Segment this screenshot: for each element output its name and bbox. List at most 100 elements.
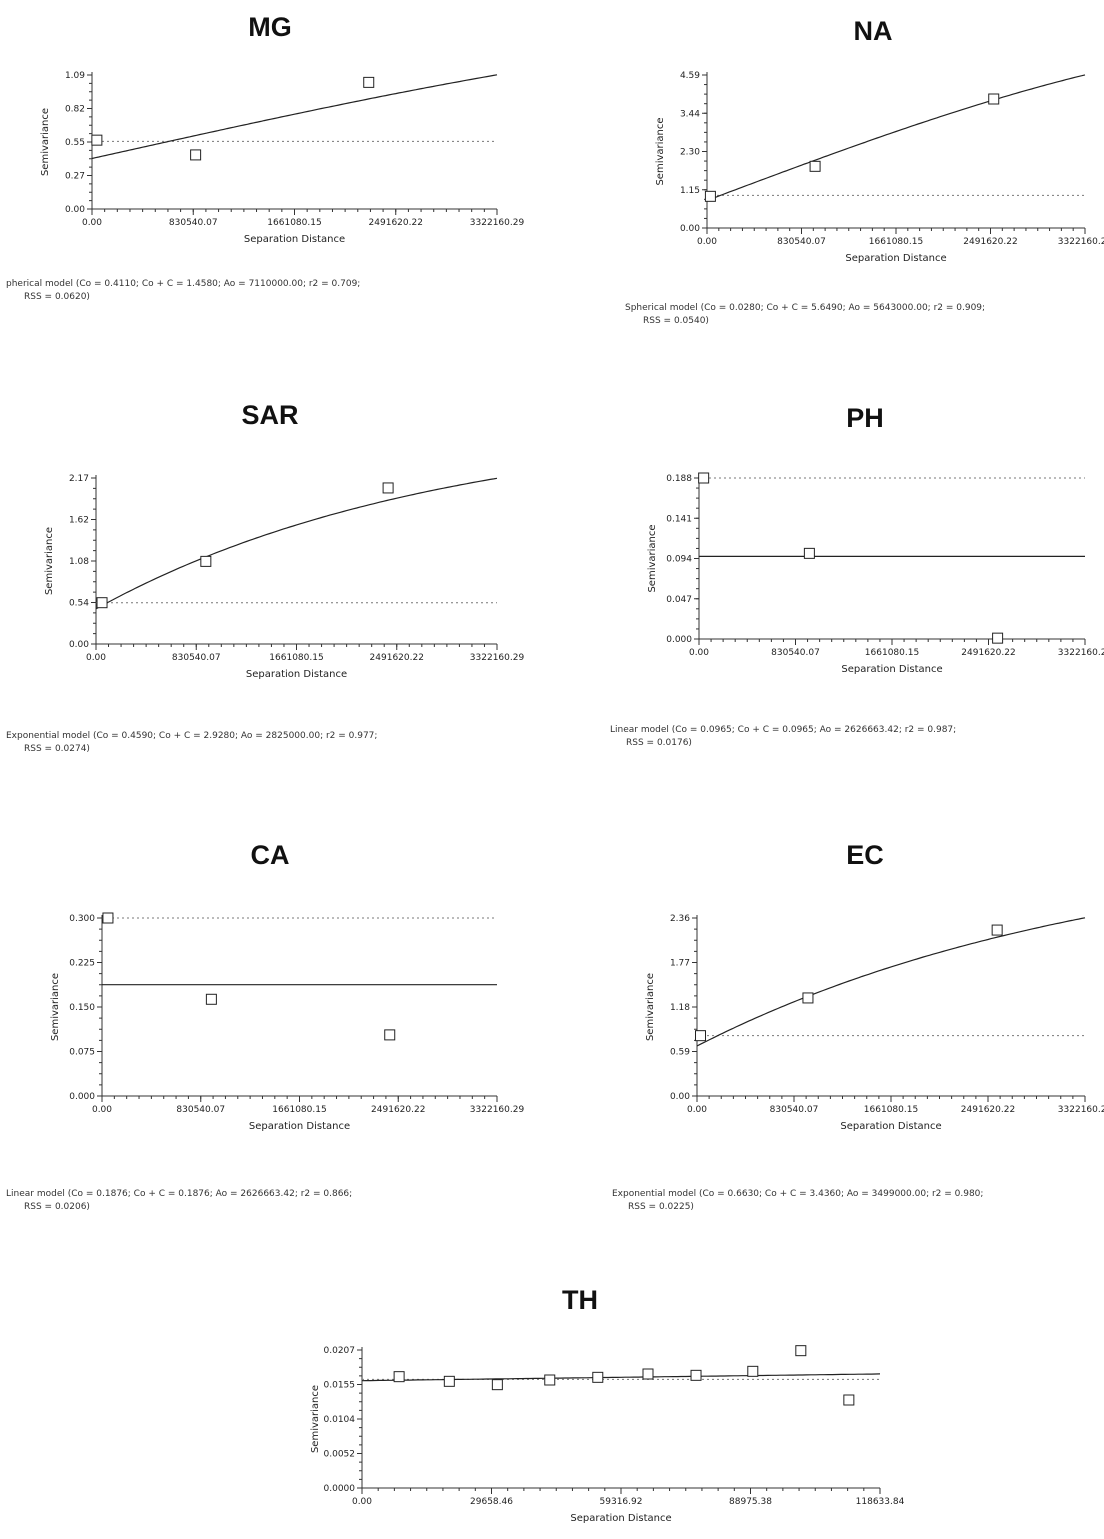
th-y-tick-label: 0.0052 — [324, 1450, 356, 1460]
sar-y-tick-label: 1.62 — [69, 516, 89, 526]
na-y-tick-label: 1.15 — [680, 186, 700, 196]
th-data-point — [491, 1379, 503, 1391]
ec-y-axis-label: Semivariance — [645, 973, 656, 1041]
ph-x-tick-label: 3322160.29 — [1058, 648, 1104, 658]
th-data-point — [747, 1365, 759, 1377]
ca-y-axis-label: Semivariance — [50, 973, 61, 1041]
ph-caption-line2: RSS = 0.0176) — [626, 738, 692, 748]
ec-data-point — [802, 992, 814, 1004]
na-caption: Spherical model (Co = 0.0280; Co + C = 5… — [625, 302, 985, 328]
sar-x-tick-label: 830540.07 — [172, 653, 221, 663]
ca-x-tick-label: 1661080.15 — [272, 1105, 326, 1115]
ca-caption: Linear model (Co = 0.1876; Co + C = 0.18… — [6, 1188, 352, 1214]
th-y-tick-label: 0.0104 — [324, 1415, 356, 1425]
ec-y-tick-label: 0.00 — [670, 1092, 690, 1102]
ec-y-tick-label: 2.36 — [670, 914, 690, 924]
na-title: NA — [853, 16, 893, 46]
ph-y-tick-label: 0.141 — [666, 514, 692, 524]
ec-x-tick-label: 2491620.22 — [961, 1105, 1015, 1115]
mg-caption-line1: pherical model (Co = 0.4110; Co + C = 1.… — [6, 279, 361, 289]
sar-y-tick-label: 0.54 — [69, 599, 89, 609]
ec-caption: Exponential model (Co = 0.6630; Co + C =… — [612, 1188, 983, 1214]
ec-x-tick-label: 3322160.29 — [1058, 1105, 1104, 1115]
na-caption-line2: RSS = 0.0540) — [643, 316, 709, 326]
ph-y-tick-label: 0.000 — [666, 635, 692, 645]
mg-y-tick-label: 0.82 — [65, 105, 85, 115]
mg-y-tick-label: 0.55 — [65, 138, 85, 148]
na-y-tick-label: 3.44 — [680, 109, 700, 119]
na-y-tick-label: 0.00 — [680, 224, 700, 234]
ec-x-tick-label: 0.00 — [687, 1105, 707, 1115]
ca-y-tick-label: 0.000 — [69, 1092, 95, 1102]
mg-x-axis-label: Separation Distance — [244, 234, 345, 245]
th-data-point — [642, 1368, 654, 1380]
na-data-point — [988, 93, 1000, 105]
sar-y-tick-label: 0.00 — [69, 640, 89, 650]
ca-title: CA — [250, 840, 290, 870]
na-x-axis-label: Separation Distance — [845, 253, 946, 264]
ph-x-axis-label: Separation Distance — [841, 664, 942, 675]
sar-title: SAR — [241, 400, 299, 430]
sar-y-tick-label: 1.08 — [69, 557, 89, 567]
ec-caption-line2: RSS = 0.0225) — [628, 1202, 694, 1212]
th-y-tick-label: 0.0207 — [324, 1346, 356, 1356]
th-data-point — [443, 1375, 455, 1387]
sar-data-point — [200, 555, 212, 567]
na-caption-line1: Spherical model (Co = 0.0280; Co + C = 5… — [625, 303, 986, 313]
th-data-point — [393, 1371, 405, 1383]
na-y-axis-label: Semivariance — [655, 117, 666, 185]
mg-x-tick-label: 830540.07 — [169, 218, 218, 228]
na-x-tick-label: 0.00 — [697, 237, 717, 247]
na-data-point — [704, 190, 716, 202]
th-data-point — [592, 1371, 604, 1383]
ec-data-point — [991, 924, 1003, 936]
th-x-tick-label: 59316.92 — [600, 1497, 643, 1507]
ph-title: PH — [846, 403, 884, 433]
sar-y-axis-label: Semivariance — [44, 527, 55, 595]
th-x-tick-label: 29658.46 — [470, 1497, 513, 1507]
th-y-tick-label: 0.0000 — [324, 1484, 356, 1494]
sar-x-tick-label: 2491620.22 — [370, 653, 424, 663]
ec-model-curve — [696, 917, 1086, 1047]
mg-data-point — [363, 76, 375, 88]
ph-x-tick-label: 1661080.15 — [865, 648, 919, 658]
mg-caption: pherical model (Co = 0.4110; Co + C = 1.… — [6, 278, 360, 304]
ph-caption: Linear model (Co = 0.0965; Co + C = 0.09… — [610, 724, 956, 750]
sar-y-tick-label: 2.17 — [69, 474, 89, 484]
ca-y-tick-label: 0.075 — [69, 1048, 95, 1058]
sar-x-tick-label: 3322160.29 — [470, 653, 525, 663]
mg-y-tick-label: 0.00 — [65, 205, 85, 215]
ca-y-tick-label: 0.150 — [69, 1003, 95, 1013]
na-x-tick-label: 1661080.15 — [869, 237, 923, 247]
mg-x-tick-label: 3322160.29 — [470, 218, 525, 228]
th-y-axis-label: Semivariance — [310, 1385, 321, 1453]
ca-x-tick-label: 3322160.29 — [470, 1105, 525, 1115]
na-model-curve — [706, 74, 1086, 201]
ec-y-tick-label: 1.77 — [670, 959, 690, 969]
ca-x-tick-label: 0.00 — [92, 1105, 112, 1115]
ec-data-point — [695, 1030, 707, 1042]
ca-caption-line1: Linear model (Co = 0.1876; Co + C = 0.18… — [6, 1189, 353, 1199]
sar-x-tick-label: 0.00 — [86, 653, 106, 663]
th-data-point — [795, 1345, 807, 1357]
sar-data-point — [382, 482, 394, 494]
sar-data-point — [96, 597, 108, 609]
ec-x-axis-label: Separation Distance — [840, 1121, 941, 1132]
mg-data-point — [91, 134, 103, 146]
ca-data-point — [205, 993, 217, 1005]
mg-y-tick-label: 1.09 — [65, 71, 85, 81]
na-x-tick-label: 830540.07 — [777, 237, 826, 247]
ec-y-tick-label: 0.59 — [670, 1048, 690, 1058]
mg-title: MG — [248, 12, 292, 42]
mg-caption-line2: RSS = 0.0620) — [24, 292, 90, 302]
ec-x-tick-label: 1661080.15 — [864, 1105, 918, 1115]
th-x-axis-label: Separation Distance — [570, 1513, 671, 1524]
ph-y-axis-label: Semivariance — [647, 524, 658, 592]
th-y-tick-label: 0.0155 — [324, 1381, 356, 1391]
